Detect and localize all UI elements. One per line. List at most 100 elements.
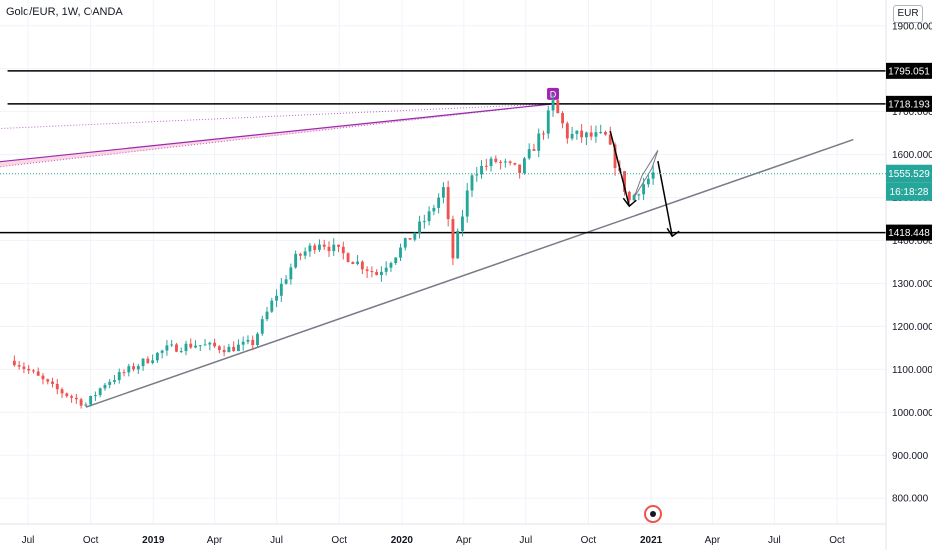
candle-down <box>51 381 54 384</box>
pattern-leg-lower <box>0 103 554 163</box>
candle-up <box>184 343 188 352</box>
candle-up <box>303 251 307 256</box>
candle-down <box>518 164 522 174</box>
candle-up <box>103 384 107 389</box>
candle-up <box>136 366 140 370</box>
candle-up <box>651 172 655 179</box>
candle-up <box>294 253 298 268</box>
candle-up <box>236 344 240 352</box>
time-tick-label: 2019 <box>142 535 165 546</box>
candle-up <box>332 244 336 252</box>
candle-down <box>446 187 450 220</box>
level-price-tag <box>886 95 932 112</box>
support-trendline <box>85 138 854 408</box>
trendlines <box>85 138 854 408</box>
price-tick-label: 1700.000 <box>892 107 932 118</box>
level-price-label: 1418.448 <box>888 228 930 239</box>
logo-ring <box>644 505 662 523</box>
candle-down <box>532 149 536 151</box>
pattern-point-badge <box>547 87 560 100</box>
candle-up <box>260 319 264 334</box>
arrowhead-2 <box>666 227 680 238</box>
candle-up <box>389 263 393 268</box>
candle-down <box>213 342 217 347</box>
logo-dot <box>650 511 656 517</box>
candle-up <box>437 197 441 208</box>
pattern-leg-upper <box>0 103 554 130</box>
time-tick-label: Apr <box>705 535 721 546</box>
candle-up <box>108 381 112 385</box>
symbol-title: Gold/EUR, 1W, OANDA <box>6 6 123 18</box>
horizontal-levels <box>0 70 886 234</box>
candle-up <box>551 100 555 111</box>
candle-up <box>465 190 469 217</box>
level-price-label: 1718.193 <box>888 99 930 110</box>
candle-up <box>599 132 603 134</box>
currency-badge[interactable]: EUR <box>893 5 923 23</box>
candle-up <box>84 404 88 406</box>
candle-down <box>604 132 607 135</box>
candle-down <box>146 358 150 363</box>
price-tick-label: 900.000 <box>892 451 929 462</box>
candle-up <box>170 344 174 346</box>
pattern-leg-mid <box>0 103 554 168</box>
candle-down <box>360 261 364 270</box>
current-price-tag <box>886 164 932 183</box>
candle-up <box>456 231 460 259</box>
candle-up <box>284 279 288 284</box>
candle-up <box>113 380 116 382</box>
candle-up <box>275 295 278 301</box>
countdown-tag <box>886 182 932 201</box>
time-tick-label: 2021 <box>640 535 663 546</box>
candle-up <box>503 161 507 163</box>
candle-up <box>537 133 541 151</box>
candle-up <box>179 351 183 353</box>
candle-down <box>70 396 74 398</box>
candle-up <box>489 158 493 167</box>
candle-up <box>203 344 207 346</box>
price-tags: 1555.529 16:18:28 1795.051 1718.193 1418.448 <box>0 62 932 241</box>
countdown-label: 16:18:28 <box>890 187 929 198</box>
candle-up <box>98 388 102 396</box>
candle-down <box>513 162 517 165</box>
candle-down <box>542 133 545 135</box>
candle-down <box>337 244 340 247</box>
time-tick-label: 2020 <box>391 535 414 546</box>
candle-up <box>475 174 479 176</box>
price-tick-label: 1900.000 <box>892 21 932 32</box>
candle-down <box>17 365 21 367</box>
candle-down <box>375 271 379 276</box>
candle-up <box>575 130 579 134</box>
grid <box>0 0 886 524</box>
candle-up <box>546 110 550 134</box>
price-tick-label: 1000.000 <box>892 408 932 419</box>
candle-down <box>74 397 78 400</box>
candle-down <box>580 130 584 138</box>
candle-down <box>46 379 50 382</box>
price-tick-label: 1300.000 <box>892 279 932 290</box>
candle-up <box>646 178 650 185</box>
candle-up <box>642 184 646 195</box>
candle-down <box>408 238 412 240</box>
arrowhead-1 <box>622 197 637 208</box>
candle-up <box>160 350 164 353</box>
candle-down <box>627 191 631 201</box>
candle-down <box>65 393 69 397</box>
candle-down <box>217 346 221 351</box>
candle-down <box>613 144 617 169</box>
candle-down <box>298 253 302 256</box>
candle-down <box>175 344 178 352</box>
candle-down <box>608 134 612 145</box>
candle-up <box>198 345 202 347</box>
time-tick-label: Oct <box>331 535 347 546</box>
candle-down <box>589 132 593 137</box>
candle-down <box>27 368 31 371</box>
candle-up <box>394 257 398 264</box>
candle-up <box>241 341 245 345</box>
candle-up <box>155 352 159 361</box>
flag-channel <box>633 150 659 198</box>
candle-up <box>117 372 121 381</box>
candle-down <box>451 219 455 259</box>
candle-down <box>327 246 331 252</box>
